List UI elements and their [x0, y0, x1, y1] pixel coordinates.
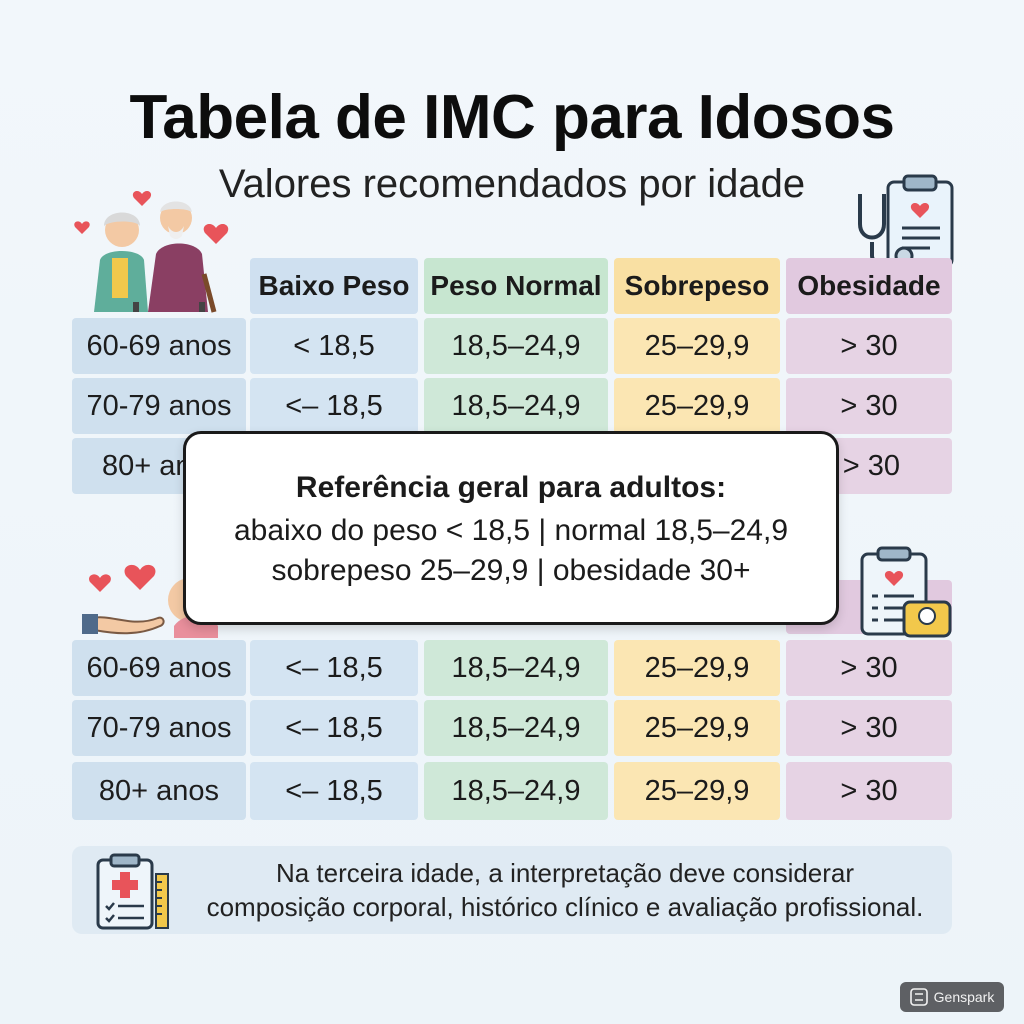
note-box [72, 846, 952, 934]
note-text: Na terceira idade, a interpretação deve … [175, 856, 955, 924]
table2-cell: > 30 [786, 700, 952, 756]
table1-cell: 25–29,9 [614, 318, 780, 374]
clipboard-scale-icon [860, 546, 952, 638]
table2-age-70-79: 70-79 anos [72, 700, 246, 756]
table1-cell: <– 18,5 [250, 378, 418, 434]
medical-clipboard-ruler-icon [96, 853, 169, 930]
genspark-logo-icon [909, 988, 928, 1006]
clipboard-stethoscope-icon [858, 174, 954, 268]
table1-cell: 25–29,9 [614, 378, 780, 434]
table2-cell: 18,5–24,9 [424, 762, 608, 820]
table2-cell: 18,5–24,9 [424, 640, 608, 696]
reference-line-1: abaixo do peso < 18,5 | normal 18,5–24,9 [233, 514, 789, 547]
reference-title: Referência geral para adultos: [295, 471, 727, 504]
table1-age-70-79: 70-79 anos [72, 378, 246, 434]
badge-label: Genspark [933, 989, 995, 1005]
table2-cell: <– 18,5 [250, 762, 418, 820]
table2-cell: 25–29,9 [614, 700, 780, 756]
table1-cell: > 30 [786, 378, 952, 434]
reference-line-2: sobrepeso 25–29,9 | obesidade 30+ [271, 554, 751, 587]
header-baixo-peso: Baixo Peso [250, 258, 418, 314]
table2-cell: <– 18,5 [250, 640, 418, 696]
table2-cell: > 30 [786, 762, 952, 820]
header-obesidade: Obesidade [786, 258, 952, 314]
table1-age-60-69: 60-69 anos [72, 318, 246, 374]
table1-cell: 18,5–24,9 [424, 378, 608, 434]
table2-cell: > 30 [786, 640, 952, 696]
table1-cell: 18,5–24,9 [424, 318, 608, 374]
genspark-badge: Genspark [900, 982, 1004, 1012]
table2-cell: 25–29,9 [614, 640, 780, 696]
table2-cell: 25–29,9 [614, 762, 780, 820]
table1-cell: > 30 [786, 318, 952, 374]
table2-age-80: 80+ anos [72, 762, 246, 820]
table2-cell: <– 18,5 [250, 700, 418, 756]
page-subtitle: Valores recomendados por idade [218, 162, 806, 206]
page-title: Tabela de IMC para Idosos [129, 83, 895, 152]
reference-card: Referência geral para adultos: abaixo do… [183, 431, 839, 625]
table2-age-60-69: 60-69 anos [72, 640, 246, 696]
note-line-2: composição corporal, histórico clínico e… [206, 892, 924, 922]
table1-cell: < 18,5 [250, 318, 418, 374]
table2-cell: 18,5–24,9 [424, 700, 608, 756]
header-sobrepeso: Sobrepeso [614, 258, 780, 314]
elderly-couple-icon [74, 191, 229, 313]
note-line-1: Na terceira idade, a interpretação deve … [275, 858, 855, 888]
header-peso-normal: Peso Normal [424, 258, 608, 314]
